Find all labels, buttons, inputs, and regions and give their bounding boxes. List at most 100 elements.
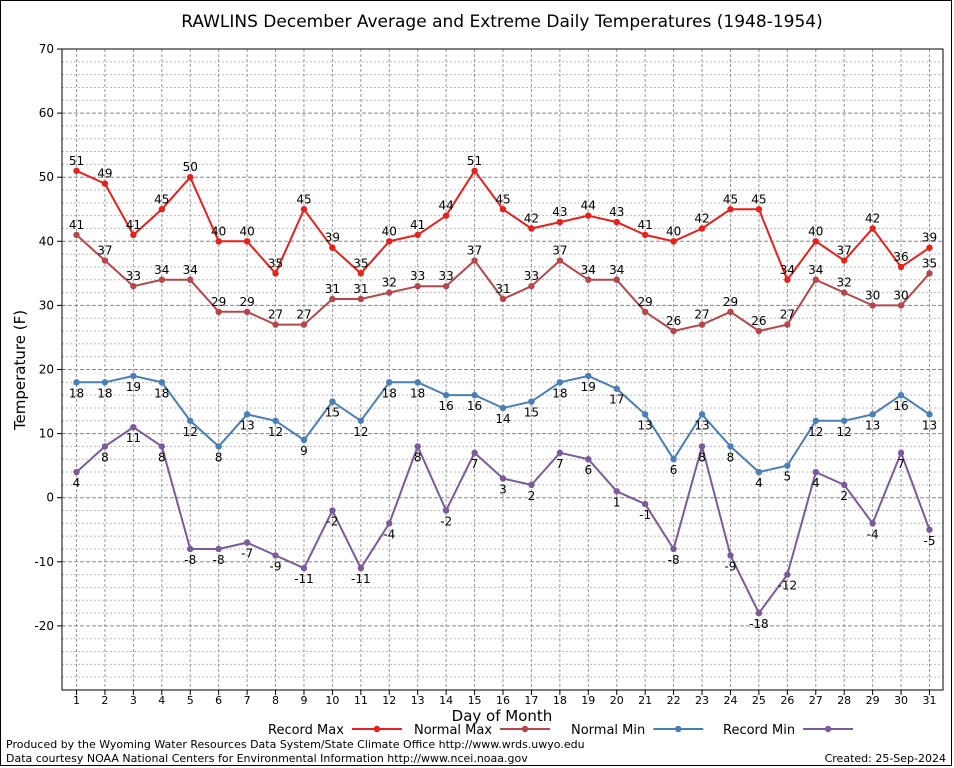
data-label-record-min: -12 <box>778 579 798 593</box>
y-tick-label: -10 <box>34 555 54 569</box>
data-label-normal-min: 12 <box>837 425 852 439</box>
data-point-normal-min <box>130 372 137 380</box>
data-point-normal-min <box>841 417 848 424</box>
data-point-normal-min <box>670 456 677 463</box>
data-label-record-min: -18 <box>749 617 769 631</box>
data-label-record-min: 6 <box>584 463 592 477</box>
data-label-record-max: 42 <box>524 211 539 225</box>
series-normal-max: 41 37 33 34 34 29 29 27 27 31 31 32 33 33 37 31 33 37 34 34… <box>69 218 937 335</box>
data-point-record-min <box>670 545 677 553</box>
data-point-record-max <box>727 206 734 213</box>
data-label-normal-min: 18 <box>382 386 397 400</box>
series-record-min: 4 8 11 8 -8 -8 -7 -9 -11 -2 -11 -4 8 -2 7 3 2 7 6 1 -1 -8 8 -9 -… <box>73 423 935 631</box>
x-tick-label: 31 <box>923 694 937 707</box>
data-label-normal-max: 34 <box>154 263 169 277</box>
data-point-record-min <box>926 526 933 533</box>
data-point-normal-max <box>215 308 222 316</box>
data-point-normal-min <box>869 411 876 418</box>
data-point-normal-min <box>926 411 933 418</box>
data-point-record-max <box>442 212 450 219</box>
data-label-record-max: 45 <box>296 192 311 206</box>
data-label-record-max: 45 <box>495 192 510 206</box>
data-label-normal-min: 18 <box>410 386 425 400</box>
data-label-normal-max: 27 <box>296 308 311 322</box>
data-label-record-min: -8 <box>213 553 225 567</box>
data-point-normal-max <box>414 282 421 290</box>
data-label-normal-max: 29 <box>211 295 226 309</box>
data-point-record-max <box>243 238 251 245</box>
data-label-normal-min: 4 <box>755 476 763 490</box>
data-label-record-max: 50 <box>183 160 198 174</box>
data-label-record-max: 36 <box>893 250 908 264</box>
legend-label-normal-max: Normal Max <box>414 723 492 738</box>
data-point-record-max <box>585 212 592 219</box>
data-point-record-min <box>613 488 620 495</box>
data-label-record-min: 8 <box>158 450 166 464</box>
data-point-normal-min <box>101 379 109 386</box>
data-label-record-min: 2 <box>840 489 848 503</box>
data-point-normal-min <box>158 379 165 386</box>
data-label-record-min: -9 <box>724 559 736 573</box>
data-point-record-min <box>300 565 308 572</box>
x-tick-label: 3 <box>130 694 137 707</box>
data-label-normal-max: 31 <box>353 282 368 296</box>
data-point-record-min <box>841 481 848 489</box>
y-tick-label: 20 <box>39 363 54 377</box>
data-point-normal-min <box>471 391 478 399</box>
x-tick-label: 10 <box>325 694 339 707</box>
data-point-normal-max <box>641 308 649 316</box>
data-point-record-max <box>613 218 620 226</box>
data-point-record-max <box>784 276 791 283</box>
data-label-record-min: -4 <box>867 527 879 541</box>
data-label-normal-min: 15 <box>325 406 340 420</box>
data-point-record-min <box>499 475 507 482</box>
data-label-normal-min: 12 <box>268 425 283 439</box>
data-label-record-min: 7 <box>471 457 479 471</box>
data-point-normal-max <box>243 308 251 316</box>
data-label-record-min: 4 <box>73 476 81 490</box>
data-label-record-max: 41 <box>126 218 141 232</box>
data-label-record-min: 3 <box>499 482 507 496</box>
data-label-normal-min: 9 <box>300 444 308 458</box>
data-label-record-max: 51 <box>467 154 482 168</box>
data-label-record-min: 7 <box>556 457 564 471</box>
legend-marker-normal-max <box>521 725 529 733</box>
x-tick-label: 11 <box>354 694 368 707</box>
data-point-normal-max <box>130 282 137 290</box>
created-date: Created: 25-Sep-2024 <box>824 752 946 765</box>
data-point-record-max <box>926 244 933 251</box>
data-point-normal-max <box>442 282 450 290</box>
data-label-record-max: 41 <box>410 218 425 232</box>
data-point-record-max <box>869 225 876 232</box>
series-record-max: 51 49 41 45 50 40 40 35 45 39 35 40 41 44 51 45 42 43 44 43… <box>69 154 937 283</box>
data-point-normal-min <box>187 417 194 424</box>
data-label-normal-max: 37 <box>467 244 482 258</box>
x-axis-label: Day of Month <box>452 707 553 725</box>
data-label-record-max: 39 <box>922 231 937 245</box>
x-tick-label: 18 <box>553 694 567 707</box>
data-label-normal-max: 33 <box>524 269 539 283</box>
data-label-normal-max: 29 <box>239 295 254 309</box>
data-label-record-min: 11 <box>126 431 141 445</box>
chart-title: RAWLINS December Average and Extreme Dai… <box>181 12 822 32</box>
data-label-record-min: 4 <box>812 476 820 490</box>
data-point-record-max <box>300 206 308 213</box>
x-tick-label: 14 <box>439 694 453 707</box>
data-point-record-max <box>272 270 279 277</box>
data-point-record-min <box>641 500 649 508</box>
x-tick-label: 7 <box>244 694 251 707</box>
data-label-normal-max: 34 <box>183 263 198 277</box>
y-tick-label: 40 <box>39 234 54 248</box>
data-label-normal-max: 41 <box>69 218 84 232</box>
data-label-normal-max: 35 <box>922 256 937 270</box>
x-tick-label: 22 <box>667 694 681 707</box>
data-point-record-min <box>215 545 222 553</box>
data-point-record-min <box>243 539 251 546</box>
data-label-normal-min: 18 <box>154 386 169 400</box>
data-label-record-max: 34 <box>780 263 795 277</box>
data-point-record-min <box>414 443 421 450</box>
data-point-normal-max <box>272 321 279 328</box>
data-point-record-max <box>187 174 194 181</box>
data-label-normal-min: 14 <box>495 412 510 426</box>
data-label-record-max: 43 <box>552 205 567 219</box>
